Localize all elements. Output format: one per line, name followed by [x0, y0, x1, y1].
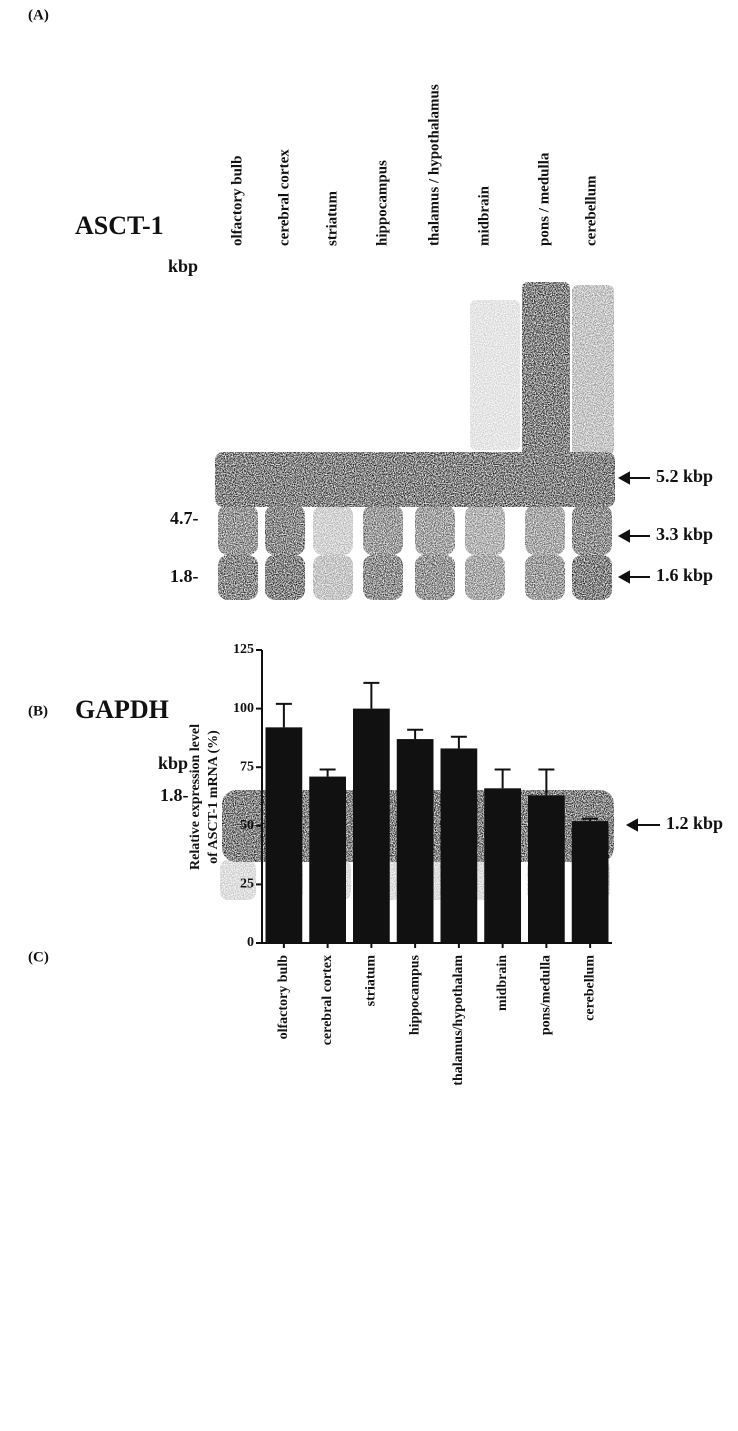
error-bar	[363, 681, 380, 709]
band-label: 1.6 kbp	[656, 565, 713, 585]
x-tick-label: pons/medulla	[539, 955, 554, 1035]
error-bar	[494, 768, 511, 789]
marker-label: 1.8-	[170, 566, 199, 586]
band	[525, 555, 565, 600]
band	[218, 505, 258, 555]
band-label: 3.3 kbp	[656, 524, 713, 544]
smear	[470, 300, 520, 450]
band	[572, 555, 612, 600]
lane-label: cerebral cortex	[276, 149, 292, 246]
bar	[528, 795, 565, 943]
smear	[220, 860, 256, 900]
bar	[484, 788, 521, 943]
smear	[572, 285, 614, 455]
x-tick-label: olfactory bulb	[276, 955, 291, 1040]
band-label: 1.2 kbp	[666, 813, 723, 833]
x-tick-label: cerebral cortex	[320, 955, 335, 1045]
error-bar	[538, 768, 555, 796]
blot-title: GAPDH	[75, 695, 169, 724]
band	[215, 452, 615, 507]
bar	[309, 776, 346, 943]
band	[313, 555, 353, 600]
panel-label: (A)	[28, 7, 49, 23]
band	[313, 505, 353, 555]
bar	[440, 748, 478, 943]
panel-label: (B)	[28, 703, 48, 719]
y-axis-title: Relative expression level	[188, 724, 203, 870]
y-tick-label: 125	[233, 642, 254, 657]
lane-label: striatum	[324, 191, 340, 246]
bar	[265, 727, 303, 943]
band	[525, 505, 565, 555]
error-bar	[582, 817, 599, 822]
error-bar	[407, 728, 424, 740]
band	[363, 555, 403, 600]
lane-label: hippocampus	[374, 160, 390, 246]
band	[415, 555, 455, 600]
error-bar	[275, 702, 292, 728]
marker-label: 4.7-	[170, 508, 199, 528]
band-arrows	[617, 471, 660, 832]
band	[265, 555, 305, 600]
panel-label: (C)	[28, 949, 49, 965]
x-tick-label: thalamus/hypothalam	[451, 955, 466, 1086]
lane-label: midbrain	[476, 185, 492, 246]
band	[572, 505, 612, 555]
error-bar	[450, 735, 467, 749]
unit-label: kbp	[168, 256, 198, 276]
x-tick-label: striatum	[364, 955, 379, 1007]
y-tick-label: 25	[240, 877, 254, 892]
blot-title: ASCT-1	[75, 211, 164, 240]
y-tick-label: 100	[233, 701, 254, 716]
unit-label: kbp	[158, 753, 188, 773]
lane-label: pons / medulla	[536, 152, 552, 246]
blot-a	[215, 282, 615, 600]
band	[522, 282, 570, 497]
y-tick-label: 0	[247, 935, 254, 950]
bar	[396, 739, 434, 943]
lane-label: olfactory bulb	[229, 156, 245, 246]
band	[465, 505, 505, 555]
x-tick-label: midbrain	[495, 955, 510, 1011]
band	[415, 505, 455, 555]
band	[363, 505, 403, 555]
band-label: 5.2 kbp	[656, 466, 713, 486]
y-tick-label: 50	[240, 818, 254, 833]
lane-label: cerebellum	[583, 175, 599, 246]
bar	[571, 821, 609, 943]
bar	[353, 708, 390, 943]
y-axis-title: of ASCT-1 mRNA (%)	[206, 730, 221, 864]
lane-label: thalamus / hypothalamus	[426, 84, 442, 246]
band	[218, 555, 258, 600]
band	[465, 555, 505, 600]
x-tick-label: cerebellum	[582, 955, 597, 1021]
error-bar	[319, 768, 336, 777]
y-tick-label: 75	[240, 759, 254, 774]
marker-label: 1.8-	[160, 785, 189, 805]
x-tick-label: hippocampus	[407, 954, 422, 1035]
band	[265, 505, 305, 555]
